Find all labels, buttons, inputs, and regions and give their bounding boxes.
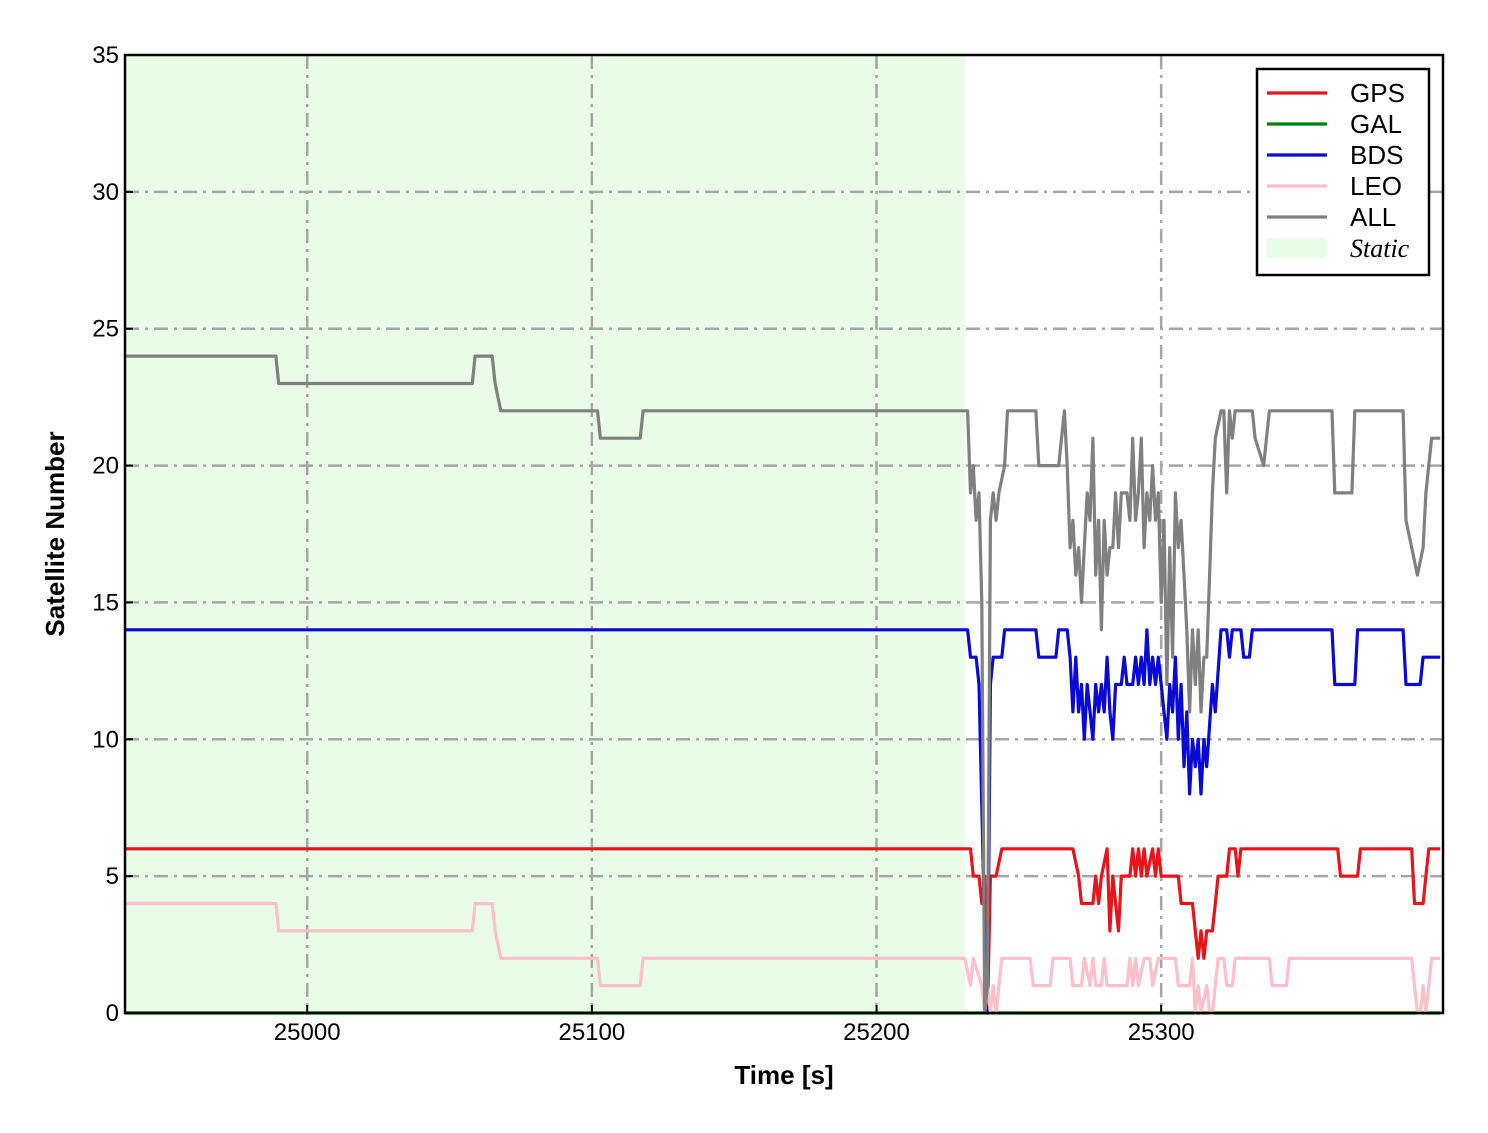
series-line-leo [125, 901, 1441, 1015]
legend-label-gps: GPS [1350, 78, 1405, 108]
y-tick-label: 25 [92, 316, 119, 343]
y-tick-label: 10 [92, 726, 119, 753]
legend-label-bds: BDS [1350, 140, 1403, 170]
y-tick-label: 30 [92, 179, 119, 206]
y-tick-label: 20 [92, 453, 119, 480]
x-tick-label: 25300 [1128, 1019, 1195, 1046]
y-tick-label: 5 [106, 863, 119, 890]
x-tick-label: 25200 [843, 1019, 910, 1046]
series-line-all [125, 354, 1441, 1015]
tick-layer: 25000 25100 25200 25300 0 5 10 15 20 25 30 35 [92, 42, 1194, 1046]
x-tick-label: 25100 [558, 1019, 625, 1046]
y-tick-label: 15 [92, 589, 119, 616]
y-tick-label: 35 [92, 42, 119, 69]
y-tick-label: 0 [106, 1000, 119, 1027]
x-tick-label: 25000 [274, 1019, 341, 1046]
x-axis-title: Time [s] [734, 1060, 833, 1090]
legend-swatch-static [1267, 238, 1327, 258]
legend-label-leo: LEO [1350, 171, 1402, 201]
static-region-layer [125, 55, 965, 1013]
legend-label-static: Static [1350, 234, 1410, 263]
series-line-gps [125, 847, 1441, 1015]
static-region [125, 55, 965, 1013]
series-line-bds [125, 628, 1441, 1015]
legend-label-all: ALL [1350, 202, 1396, 232]
legend-label-gal: GAL [1350, 109, 1402, 139]
y-axis-title: Satellite Number [40, 431, 70, 636]
plot-frame [123, 53, 1445, 1015]
grid-layer [125, 55, 1443, 1013]
